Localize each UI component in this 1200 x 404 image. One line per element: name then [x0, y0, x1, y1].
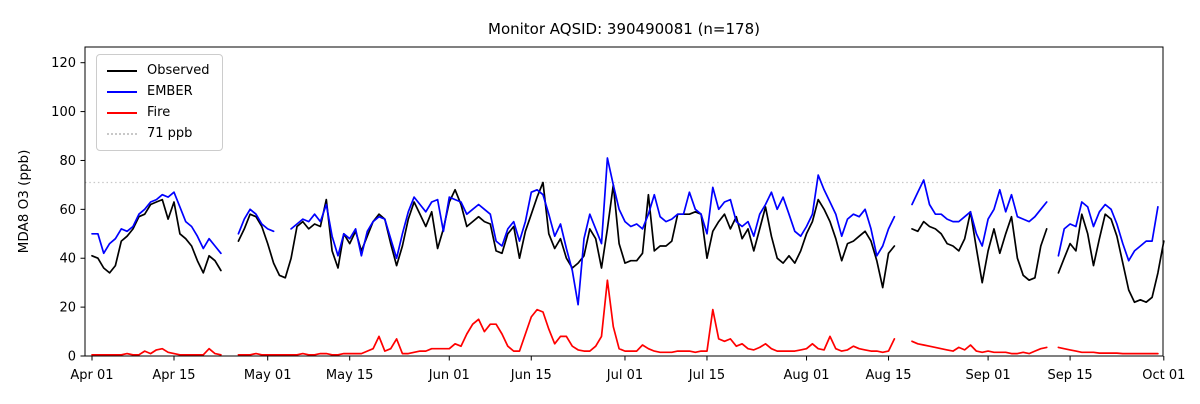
legend-label: Observed: [147, 63, 210, 78]
x-tick-label: Jun 15: [510, 368, 552, 383]
x-tick-label: Apr 01: [70, 368, 113, 383]
series-line-fire: [91, 279, 1159, 356]
legend-item-fire: Fire: [107, 105, 210, 121]
x-tick-label: Aug 15: [865, 368, 911, 383]
legend-label: EMBER: [147, 84, 193, 99]
x-tick-label: Oct 01: [1142, 368, 1185, 383]
legend-item-observed: Observed: [107, 63, 210, 79]
legend-line-sample-observed: [107, 70, 137, 72]
series-line-observed: [91, 181, 1165, 304]
x-tick-label: Aug 01: [784, 368, 830, 383]
x-tick-label: Jul 01: [606, 368, 643, 383]
x-axis: Apr 01 Apr 15 May 01 May 15 Jun 01 Jun 15 Jul …: [70, 356, 1185, 383]
x-tick-label: Jun 01: [428, 368, 470, 383]
plot-area: [85, 157, 1165, 356]
y-tick-label: 100: [51, 105, 76, 120]
legend-item-ember: EMBER: [107, 84, 210, 100]
x-tick-label: Sep 15: [1047, 368, 1092, 383]
plot-border: [84, 46, 1164, 357]
y-tick-label: 20: [59, 301, 76, 316]
x-tick-label: May 01: [244, 368, 292, 383]
y-tick-label: 0: [68, 350, 76, 365]
y-tick-label: 60: [59, 203, 76, 218]
y-tick-label: 40: [59, 252, 76, 267]
x-tick-label: May 15: [326, 368, 374, 383]
legend-item-71-ppb: 71 ppb: [107, 126, 210, 142]
legend-label: Fire: [147, 105, 171, 120]
chart-title: Monitor AQSID: 390490081 (n=178): [488, 20, 760, 38]
y-axis: 0 20 40 60 80 100 120: [51, 56, 85, 365]
legend-label: 71 ppb: [147, 126, 193, 141]
series-line-ember: [91, 157, 1159, 306]
x-tick-label: Sep 01: [966, 368, 1011, 383]
y-axis-label: MDA8 O3 (ppb): [16, 150, 32, 254]
x-tick-label: Apr 15: [152, 368, 195, 383]
y-tick-label: 120: [51, 56, 76, 71]
legend-line-sample-71-ppb: [107, 133, 137, 135]
legend-line-sample-fire: [107, 112, 137, 114]
legend: Observed EMBER Fire 71 ppb: [96, 54, 223, 151]
x-tick-label: Jul 15: [688, 368, 725, 383]
legend-line-sample-ember: [107, 91, 137, 93]
y-tick-label: 80: [59, 154, 76, 169]
